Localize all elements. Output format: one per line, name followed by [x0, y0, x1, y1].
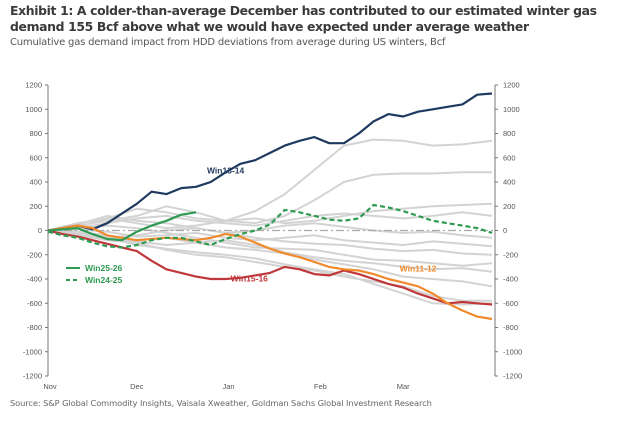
series-annotation: Win13-14 — [207, 166, 245, 176]
background-series-line — [47, 229, 493, 306]
left-y-tick-label: 600 — [29, 153, 42, 162]
x-tick-label: Dec — [130, 382, 144, 391]
exhibit-title: Exhibit 1: A colder-than-average Decembe… — [10, 3, 597, 34]
right-y-tick-label: 0 — [503, 226, 507, 235]
line-chart: 1200 1200 1000 1000 800 800 600 600 400 400 200 200… — [23, 81, 522, 392]
right-y-tick-label: 1000 — [503, 105, 520, 114]
left-y-tick-label: -600 — [27, 299, 42, 308]
left-y-tick-label: 1200 — [25, 81, 42, 90]
x-tick-label: Jan — [223, 382, 235, 391]
series-line-win24-25 — [47, 203, 493, 249]
left-y-tick-label: 400 — [29, 178, 42, 187]
axes-group: 1200 1200 1000 1000 800 800 600 600 400 400 200 200… — [23, 81, 522, 392]
background-series-line — [47, 214, 493, 239]
left-y-tick-label: -400 — [27, 275, 42, 284]
source-note: Source: S&P Global Commodity Insights, V… — [10, 398, 432, 408]
background-series-line — [47, 228, 493, 248]
right-y-tick-label: -400 — [503, 275, 518, 284]
legend-label: Win25-26 — [85, 263, 123, 273]
x-tick-label: Mar — [397, 382, 410, 391]
left-y-tick-label: 1000 — [25, 105, 42, 114]
series-line-win25-26 — [47, 211, 197, 242]
left-y-tick-label: 0 — [38, 226, 42, 235]
right-y-tick-label: 800 — [503, 129, 516, 138]
background-series-line — [47, 211, 493, 232]
left-y-tick-label: -200 — [27, 250, 42, 259]
series-annotation: Win11-12 — [400, 264, 437, 274]
right-y-tick-label: 200 — [503, 202, 516, 211]
series-annotation: Win15-16 — [231, 273, 269, 283]
annotation-group: Win13-14 Win15-16 Win11-12 — [207, 166, 437, 284]
left-y-tick-label: -1000 — [23, 347, 42, 356]
left-y-tick-label: -1200 — [23, 372, 42, 381]
legend: Win25-26 Win24-25 — [66, 263, 123, 285]
right-y-tick-label: -1200 — [503, 372, 522, 381]
right-y-tick-label: -200 — [503, 250, 518, 259]
right-y-tick-label: -800 — [503, 323, 518, 332]
highlighted-series-group — [47, 92, 493, 321]
left-y-tick-label: -800 — [27, 323, 42, 332]
right-y-tick-label: -1000 — [503, 347, 522, 356]
right-y-tick-label: 1200 — [503, 81, 520, 90]
series-line-win13-14 — [47, 92, 493, 232]
left-y-tick-label: 200 — [29, 202, 42, 211]
left-y-tick-label: 800 — [29, 129, 42, 138]
x-tick-label: Feb — [314, 382, 327, 391]
series-line-win11-12 — [47, 224, 493, 321]
right-y-tick-label: 600 — [503, 153, 516, 162]
chart-subtitle: Cumulative gas demand impact from HDD de… — [10, 37, 446, 48]
right-y-tick-label: 400 — [503, 178, 516, 187]
right-y-tick-label: -600 — [503, 299, 518, 308]
x-tick-label: Nov — [43, 382, 57, 391]
legend-label: Win24-25 — [85, 275, 123, 285]
